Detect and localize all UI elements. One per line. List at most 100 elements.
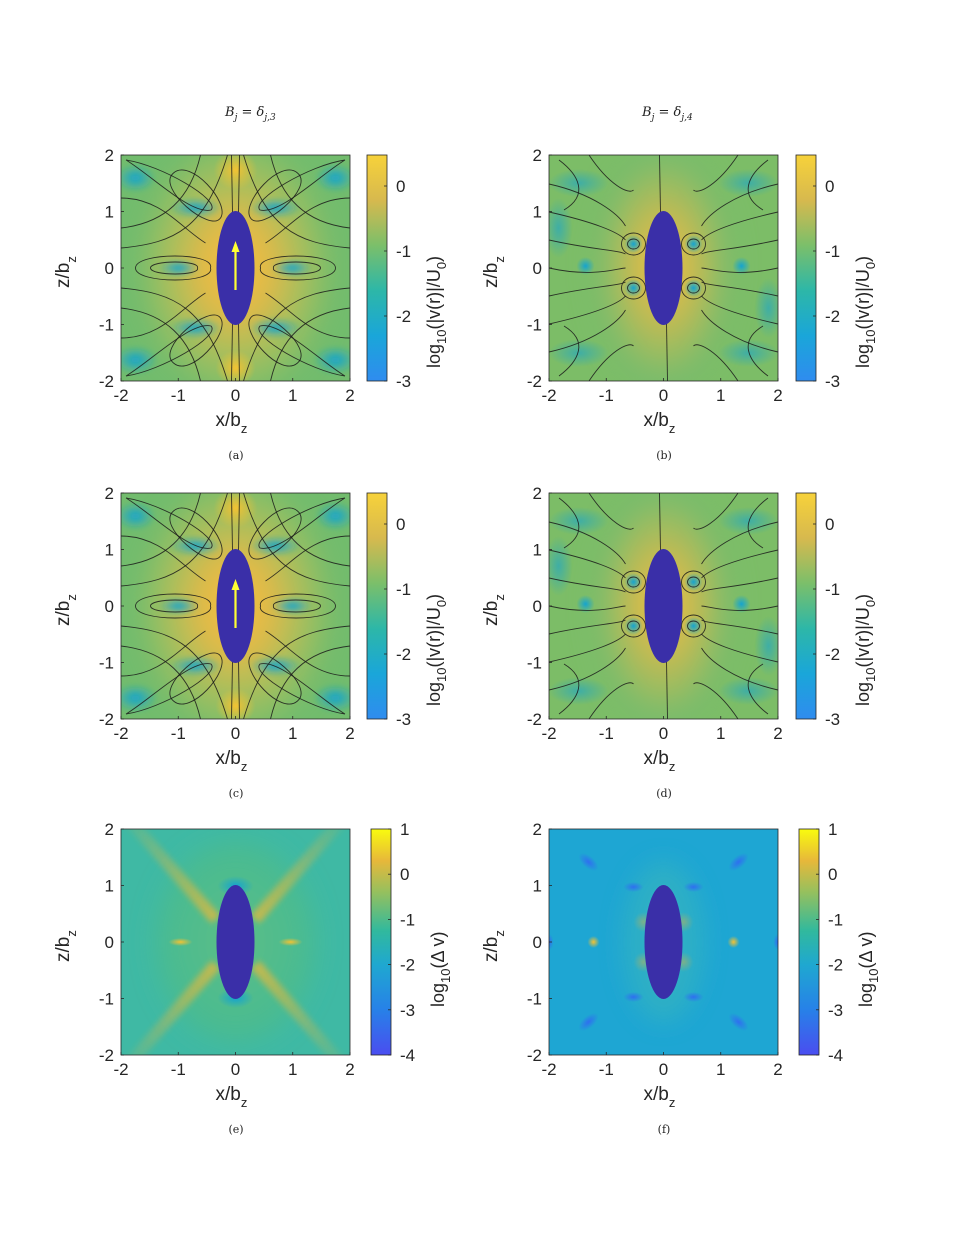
panel-caption: (a) bbox=[228, 449, 243, 462]
streamline bbox=[549, 549, 626, 579]
y-tick-label: -2 bbox=[99, 1046, 114, 1065]
colorbar-tick-label: -2 bbox=[825, 645, 840, 664]
colorbar-tick-label: 1 bbox=[828, 820, 837, 839]
streamline bbox=[549, 183, 626, 227]
y-axis-label: z/bz bbox=[53, 256, 79, 288]
x-tick-label: -1 bbox=[171, 386, 186, 405]
column-title-left: Bj = δj,3 bbox=[224, 105, 276, 123]
streamline bbox=[549, 605, 626, 611]
streamline bbox=[681, 232, 706, 256]
streamline bbox=[681, 570, 706, 594]
colorbar-tick-label: -3 bbox=[828, 1001, 843, 1020]
streamline bbox=[687, 576, 700, 588]
colorbar-tick-label: -3 bbox=[396, 372, 411, 391]
panel-caption: (b) bbox=[656, 449, 672, 462]
streamline bbox=[588, 493, 634, 530]
x-tick-label: -2 bbox=[541, 724, 556, 743]
streamline bbox=[265, 292, 350, 339]
streamline bbox=[701, 633, 778, 663]
y-tick-label: 2 bbox=[533, 820, 542, 839]
y-tick-label: 1 bbox=[105, 877, 114, 896]
streamline bbox=[121, 292, 206, 339]
streamline bbox=[231, 660, 233, 719]
panel-e: -2 -1 0 1 2 2 1 0 -1 -2 x/bz z/bz (e) 1 0 -1 -2 -3 -4 log10… bbox=[53, 820, 453, 1136]
streamline bbox=[121, 493, 201, 567]
y-tick-label: -2 bbox=[527, 1046, 542, 1065]
y-axis-label: z/bz bbox=[481, 594, 507, 626]
panel-f: -2 -1 0 1 2 2 1 0 -1 -2 x/bz z/bz (f) 1 0 -1 -2 -3 -4 log10… bbox=[481, 820, 881, 1136]
streamline bbox=[265, 197, 350, 244]
x-tick-label: 1 bbox=[288, 724, 297, 743]
streamline bbox=[549, 309, 626, 353]
x-tick-label: 0 bbox=[659, 386, 668, 405]
streamline bbox=[243, 287, 350, 381]
streamline bbox=[693, 344, 739, 381]
streamline bbox=[169, 507, 223, 560]
streamline bbox=[260, 255, 336, 281]
streamline bbox=[627, 238, 640, 250]
colorbar bbox=[796, 493, 816, 719]
colorbar-tick-label: 0 bbox=[825, 515, 834, 534]
streamline bbox=[121, 197, 206, 244]
streamline bbox=[273, 599, 321, 613]
streamline bbox=[248, 169, 302, 222]
streamline bbox=[588, 155, 634, 192]
streamline bbox=[621, 232, 646, 256]
svg-text:Bj = δj,4: Bj = δj,4 bbox=[641, 105, 693, 123]
streamline bbox=[659, 493, 661, 552]
streamline bbox=[121, 155, 201, 229]
panel-b: -2 -1 0 1 2 2 1 0 -1 -2 x/bz z/bz (b) 0 -1 -2 -3 log10(|v… bbox=[481, 146, 878, 462]
streamline bbox=[687, 238, 700, 250]
x-tick-label: 2 bbox=[345, 1060, 354, 1079]
x-tick-label: 0 bbox=[231, 1060, 240, 1079]
colorbar-tick-label: 0 bbox=[396, 515, 405, 534]
spheroid-body bbox=[644, 211, 683, 325]
streamline bbox=[687, 282, 700, 294]
x-tick-label: 2 bbox=[345, 724, 354, 743]
streamline bbox=[747, 497, 769, 549]
x-tick-label: 1 bbox=[716, 386, 725, 405]
streamline bbox=[248, 507, 302, 560]
streamline bbox=[588, 344, 634, 381]
streamline bbox=[265, 630, 350, 677]
colorbar-tick-label: -3 bbox=[400, 1001, 415, 1020]
streamline bbox=[125, 325, 213, 377]
y-tick-label: 0 bbox=[105, 933, 114, 952]
y-axis-label: z/bz bbox=[53, 930, 79, 962]
streamline bbox=[627, 282, 640, 294]
y-tick-label: 0 bbox=[533, 259, 542, 278]
streamline bbox=[549, 295, 626, 325]
streamline bbox=[701, 183, 778, 227]
x-tick-label: -2 bbox=[541, 386, 556, 405]
streamline bbox=[270, 155, 350, 229]
x-axis-label: x/bz bbox=[644, 1084, 676, 1110]
colorbar-label: log10(|v(r)|/U0) bbox=[853, 594, 878, 706]
streamline bbox=[150, 599, 198, 613]
streamline bbox=[121, 630, 206, 677]
streamline bbox=[238, 493, 240, 552]
streamline bbox=[238, 155, 240, 214]
streamline bbox=[238, 660, 240, 719]
streamline bbox=[701, 605, 778, 611]
colorbar-tick-label: -2 bbox=[400, 956, 415, 975]
colorbar bbox=[371, 829, 391, 1055]
streamline bbox=[701, 647, 778, 691]
streamline bbox=[701, 577, 778, 593]
y-tick-label: -1 bbox=[99, 316, 114, 335]
streamline bbox=[701, 281, 778, 297]
streamline bbox=[243, 155, 350, 249]
streamline bbox=[701, 211, 778, 241]
streamline bbox=[231, 322, 233, 381]
x-tick-label: 0 bbox=[659, 1060, 668, 1079]
x-axis-label: x/bz bbox=[216, 748, 248, 774]
x-tick-label: -2 bbox=[113, 386, 128, 405]
streamline bbox=[231, 493, 233, 552]
streamline bbox=[747, 325, 769, 377]
streamline bbox=[121, 155, 228, 249]
y-tick-label: 1 bbox=[105, 541, 114, 560]
panel-c: -2 -1 0 1 2 2 1 0 -1 -2 x/bz z/bz (c) 0 -1 -2 -3 log10(|v… bbox=[53, 484, 449, 800]
y-tick-label: 1 bbox=[533, 877, 542, 896]
colorbar-label: log10(|v(r)|/U0) bbox=[424, 256, 449, 368]
streamline bbox=[558, 159, 580, 211]
streamline bbox=[121, 307, 201, 381]
